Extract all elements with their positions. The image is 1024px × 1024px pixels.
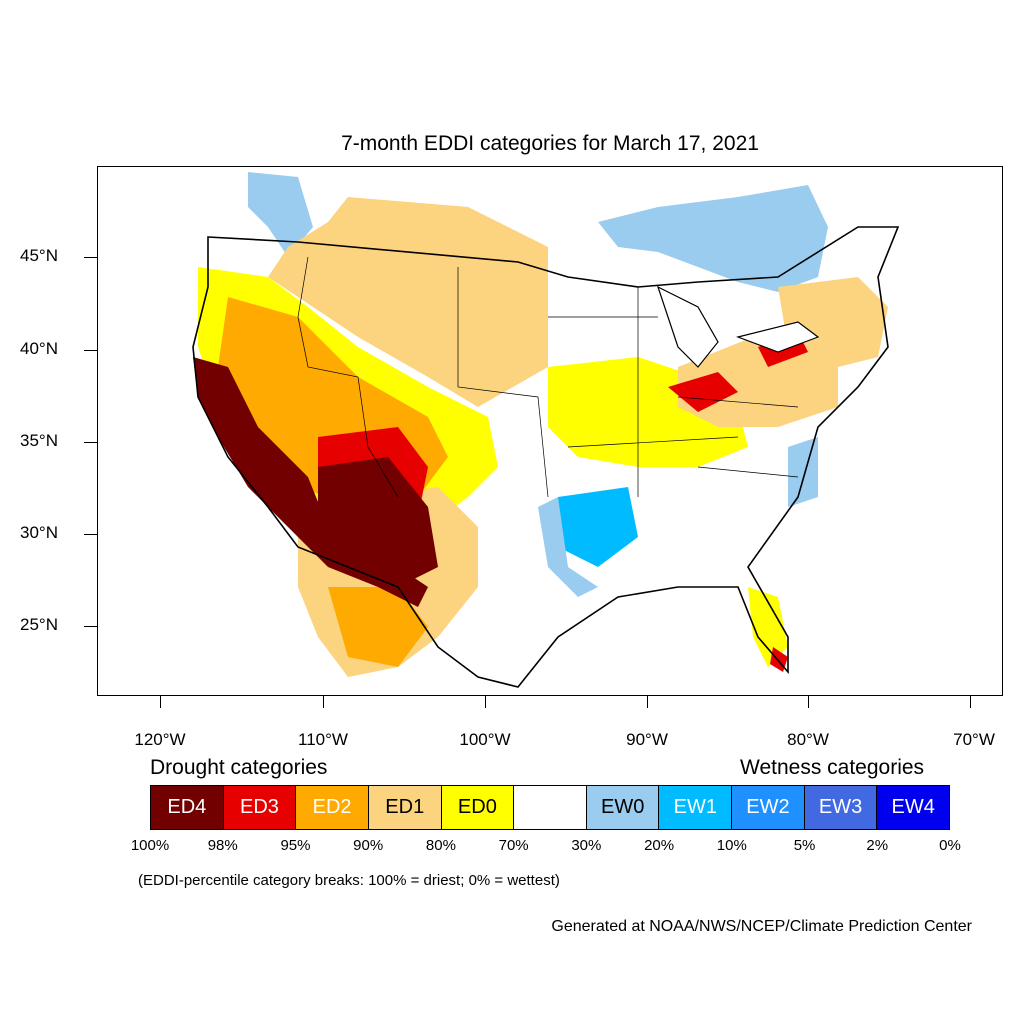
legend-note: (EDDI-percentile category breaks: 100% =…: [138, 872, 560, 889]
ew1-carolina: [788, 437, 818, 507]
great-lakes: [656, 285, 820, 368]
lon-label-100: 100°W: [459, 730, 511, 749]
legend-break-label: 95%: [280, 837, 311, 854]
wet-region-nw: [248, 172, 313, 257]
ed4-fourcorners: [318, 457, 438, 587]
lat-tick: [84, 257, 97, 258]
ed2-texas: [328, 587, 428, 667]
ed1-northeast: [778, 277, 888, 367]
lon-tick: [970, 696, 971, 708]
map-title: 7-month EDDI categories for March 17, 20…: [341, 132, 759, 155]
lat-tick: [84, 350, 97, 351]
legend-swatch-ed3: ED3: [223, 786, 297, 829]
lat-label-35: 35°N: [20, 431, 58, 450]
lat-tick: [84, 626, 97, 627]
legend-swatch-normal: [514, 786, 587, 829]
drought-heading: Drought categories: [150, 756, 328, 779]
lon-label-120: 120°W: [134, 730, 186, 749]
lon-label-110: 110°W: [298, 730, 348, 749]
ed3-ohio: [668, 372, 738, 412]
ed4-california: [193, 357, 428, 607]
state-lines: [297, 256, 799, 498]
legend-break-label: 30%: [571, 837, 602, 854]
lat-tick: [84, 534, 97, 535]
legend-break-label: 10%: [716, 837, 747, 854]
ew0-arkansas: [538, 497, 598, 597]
lon-tick: [323, 696, 324, 708]
eddi-map: [97, 166, 1003, 696]
lat-label-25: 25°N: [20, 615, 58, 634]
legend-swatch-ew1: EW1: [659, 786, 733, 829]
legend-break-label: 90%: [353, 837, 384, 854]
ew1-arkansas: [558, 487, 638, 567]
lat-label-40: 40°N: [20, 339, 58, 358]
wet-region-north: [598, 185, 828, 292]
lon-tick: [647, 696, 648, 708]
lon-tick: [160, 696, 161, 708]
lon-label-70: 70°W: [953, 730, 995, 749]
legend-swatch-ew4: EW4: [877, 786, 950, 829]
ed1-north-plains: [268, 197, 548, 407]
us-outline: [192, 226, 900, 688]
lat-label-45: 45°N: [20, 246, 58, 265]
lat-tick: [84, 442, 97, 443]
legend-break-label: 100%: [130, 837, 170, 854]
legend-swatch-ew3: EW3: [804, 786, 878, 829]
legend-break-label: 70%: [498, 837, 529, 854]
legend-break-label: 0%: [939, 837, 961, 854]
legend-break-label: 2%: [866, 837, 889, 854]
map-canvas: [192, 172, 900, 688]
wetness-heading: Wetness categories: [740, 756, 925, 779]
ed0-florida: [748, 587, 788, 667]
legend-swatch-ed2: ED2: [296, 786, 369, 829]
lon-label-80: 80°W: [787, 730, 829, 749]
legend-color-bar: ED4 ED3 ED2 ED1 ED0 EW0 EW1 EW2 EW3 EW4: [150, 785, 950, 830]
legend-break-label: 80%: [425, 837, 456, 854]
lon-label-90: 90°W: [626, 730, 668, 749]
legend-break-label: 20%: [644, 837, 675, 854]
legend-break-label: 5%: [793, 837, 816, 854]
legend-swatch-ew2: EW2: [732, 786, 805, 829]
legend-swatch-ed4: ED4: [151, 786, 224, 829]
legend-swatch-ed0: ED0: [441, 786, 515, 829]
legend-break-label: 98%: [207, 837, 238, 854]
legend-swatch-ew0: EW0: [586, 786, 660, 829]
credit-text: Generated at NOAA/NWS/NCEP/Climate Predi…: [551, 918, 972, 935]
lon-tick: [808, 696, 809, 708]
lon-tick: [485, 696, 486, 708]
legend-swatch-ed1: ED1: [368, 786, 442, 829]
lat-label-30: 30°N: [20, 523, 58, 542]
